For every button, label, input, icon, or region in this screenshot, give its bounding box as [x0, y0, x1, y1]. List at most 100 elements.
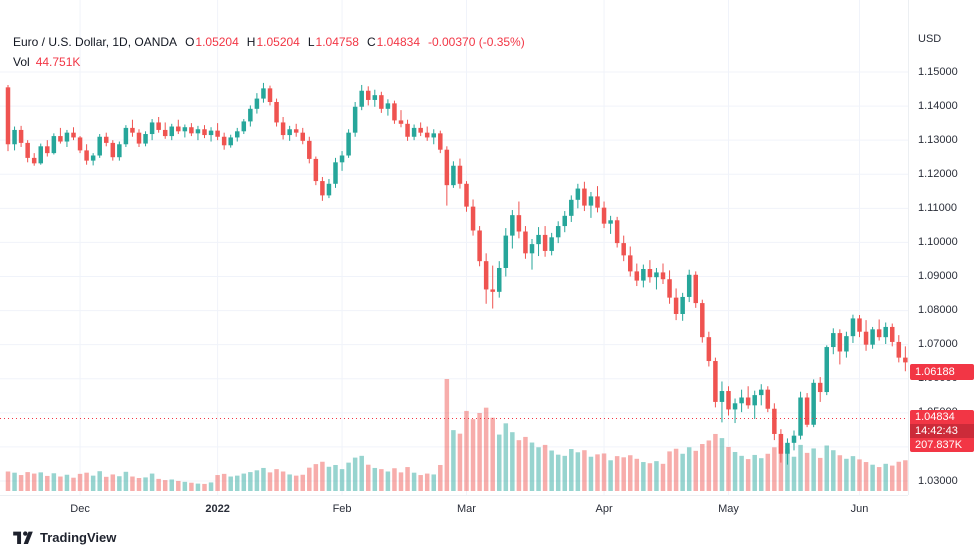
- time-axis-label: 2022: [205, 503, 230, 515]
- candle: [418, 122, 423, 137]
- currency-label: USD: [918, 33, 942, 45]
- volume-bar: [45, 475, 50, 491]
- close-value: C1.04834: [366, 35, 420, 49]
- volume-bar: [497, 434, 502, 491]
- candle: [739, 389, 744, 413]
- tradingview-logo[interactable]: TradingView: [12, 529, 116, 546]
- candle: [267, 85, 273, 106]
- volume-bar: [706, 440, 712, 491]
- candle: [778, 429, 784, 463]
- candle: [208, 127, 214, 142]
- volume-value: 44.751K: [35, 55, 81, 69]
- volume-bar: [654, 461, 659, 491]
- candle: [647, 260, 653, 283]
- volume-bar: [772, 447, 777, 491]
- candle: [765, 386, 771, 413]
- volume-bar: [621, 457, 626, 491]
- volume-bar: [739, 455, 744, 491]
- volume-bar: [169, 479, 174, 491]
- candle: [130, 119, 135, 137]
- candle: [307, 136, 312, 164]
- volume-bar: [110, 474, 116, 491]
- candle: [798, 391, 803, 440]
- candle: [77, 136, 83, 154]
- candle: [693, 271, 698, 308]
- candle: [195, 125, 201, 141]
- candle: [385, 99, 391, 116]
- price-tick-label: 1.09000: [918, 270, 958, 282]
- candle: [562, 211, 567, 233]
- candle: [143, 131, 148, 147]
- price-chart-canvas[interactable]: [0, 0, 908, 495]
- volume-bar: [372, 467, 378, 491]
- candle: [182, 124, 188, 138]
- time-axis-label: Dec: [70, 503, 90, 515]
- volume-layer: [5, 379, 908, 491]
- badge-volume: 207.837K: [915, 439, 963, 452]
- volume-bar: [444, 379, 450, 491]
- candle: [169, 123, 174, 141]
- candle: [326, 179, 332, 199]
- candle: [287, 125, 292, 141]
- volume-bar: [798, 444, 803, 491]
- volume-bar: [641, 462, 646, 491]
- candle: [726, 386, 731, 416]
- candle: [12, 126, 17, 151]
- volume-bar: [824, 445, 829, 491]
- volume-bar: [464, 410, 469, 491]
- candle: [346, 129, 351, 158]
- price-axis[interactable]: USD 1.15000 1.14000 1.13000 1.12000 1.11000 1…: [908, 0, 979, 495]
- candle: [785, 438, 790, 465]
- time-axis-label: May: [718, 503, 739, 515]
- volume-bar: [575, 452, 581, 491]
- candle: [745, 386, 751, 409]
- candle: [333, 157, 338, 188]
- volume-bar: [130, 476, 135, 491]
- volume-bar: [614, 456, 620, 491]
- volume-bar: [778, 443, 784, 491]
- low-value: L1.04758: [307, 35, 359, 49]
- volume-bar: [673, 448, 679, 491]
- volume-bar: [660, 463, 666, 491]
- candle: [542, 226, 548, 257]
- candle: [903, 346, 908, 372]
- volume-bar: [307, 467, 312, 491]
- volume-bar: [31, 473, 37, 491]
- candle: [601, 201, 607, 229]
- volume-bar: [385, 471, 391, 491]
- volume-bar: [379, 469, 384, 491]
- volume-bar: [320, 461, 325, 491]
- time-axis[interactable]: Dec 2022 Feb Mar Apr May Jun: [0, 495, 908, 555]
- candle: [608, 215, 613, 234]
- candle: [680, 292, 685, 321]
- candle: [149, 119, 155, 141]
- volume-bar: [117, 476, 122, 491]
- volume-bar: [12, 472, 17, 491]
- volume-bar: [542, 444, 548, 491]
- candle: [660, 263, 666, 284]
- volume-bar: [667, 451, 672, 491]
- volume-bar: [595, 454, 600, 491]
- candle: [379, 91, 384, 113]
- candle: [366, 86, 371, 106]
- volume-bar: [97, 471, 102, 491]
- candle: [706, 331, 712, 367]
- candle: [575, 183, 581, 209]
- symbol-title[interactable]: Euro / U.S. Dollar, 1D, OANDA: [13, 35, 178, 49]
- candle: [392, 100, 397, 124]
- volume-bar: [411, 472, 417, 491]
- volume-bar: [25, 472, 30, 491]
- time-axis-label: Feb: [332, 503, 352, 515]
- candle: [117, 141, 122, 161]
- candle: [215, 123, 220, 141]
- candle: [451, 161, 456, 188]
- high-value: H1.05204: [246, 35, 300, 49]
- volume-bar: [90, 475, 96, 491]
- volume-bar: [287, 474, 292, 491]
- candle: [444, 146, 450, 206]
- candle: [64, 129, 70, 147]
- current-price-badge: 1.06188: [910, 364, 974, 381]
- candle: [58, 127, 63, 144]
- candle: [876, 319, 882, 341]
- grid-layer: [0, 0, 908, 495]
